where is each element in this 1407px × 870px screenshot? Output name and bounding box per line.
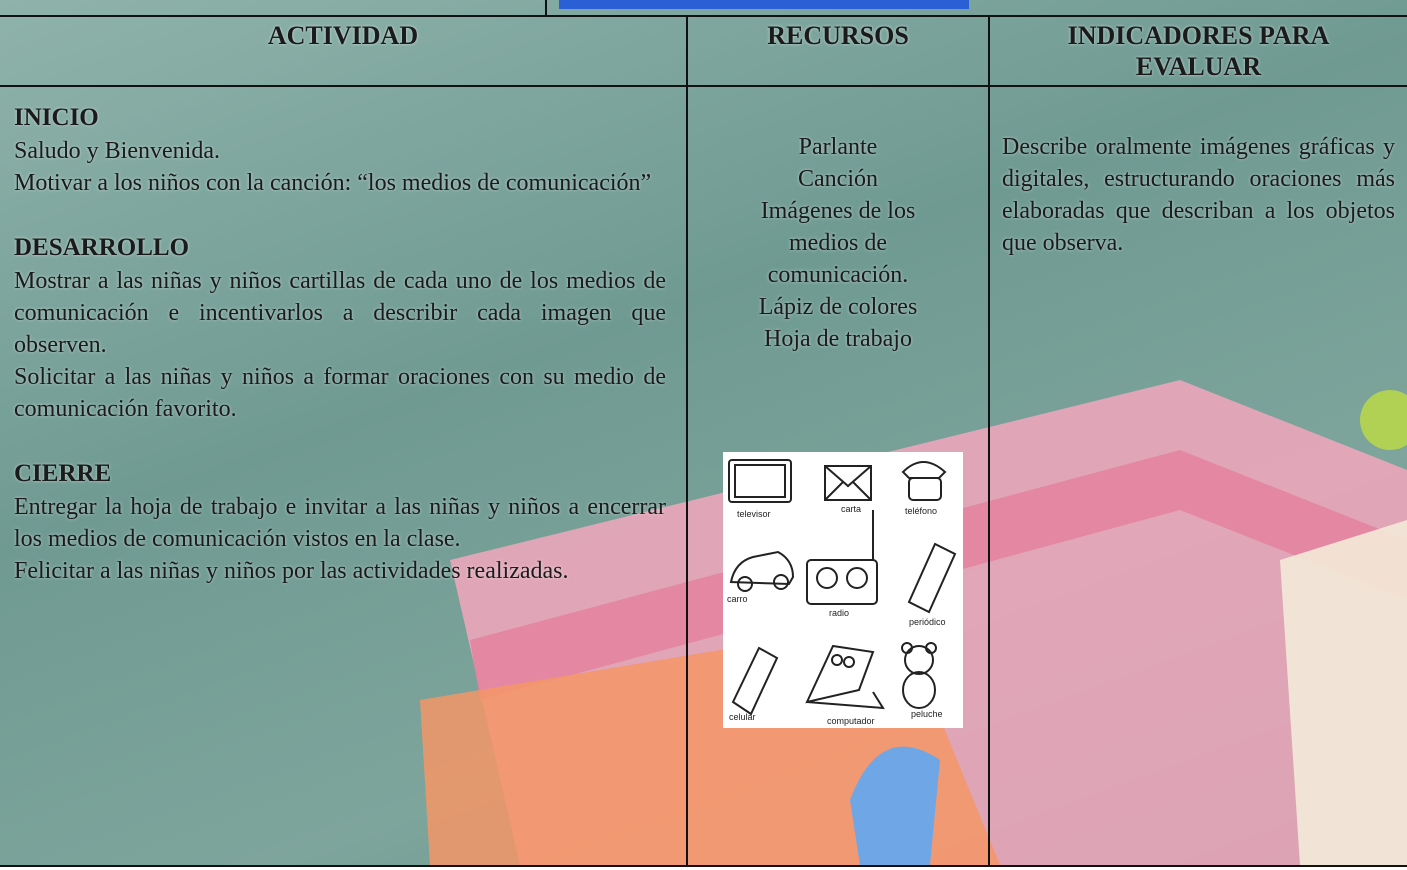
section: DESARROLLO Mostrar a las niñas y niños c… (14, 231, 666, 425)
header-cell: ACTIVIDAD (0, 15, 688, 87)
indicadores-cell: Describe oralmente imágenes gráficas y d… (988, 85, 1407, 867)
paragraph: Saludo y Bienvenida. (14, 138, 220, 164)
header-cell: RECURSOS (686, 15, 990, 87)
actividad-cell: INICIO Saludo y Bienvenida. Motivar a lo… (0, 85, 688, 867)
image-label: peluche (911, 709, 943, 719)
column-header: ACTIVIDAD (267, 21, 419, 50)
image-label: televisor (737, 509, 771, 519)
link-fragment (559, 0, 969, 9)
section: INICIO Saludo y Bienvenida. Motivar a lo… (14, 101, 666, 199)
paragraph: Solicitar a las niñas y niños a formar o… (14, 364, 666, 422)
resource: Lápiz de colores (758, 294, 918, 320)
image-label: carro (727, 594, 748, 604)
column-header: INDICADORES PARA EVALUAR (1067, 21, 1330, 81)
resource: Hoja de trabajo (764, 326, 912, 352)
resource: Canción (798, 166, 878, 192)
section: CIERRE Entregar la hoja de trabajo e inv… (14, 457, 666, 587)
column-header: RECURSOS (767, 21, 909, 50)
section-title: CIERRE (14, 460, 112, 487)
resource: Parlante (798, 134, 878, 160)
paragraph: Mostrar a las niñas y niños cartillas de… (14, 268, 666, 358)
paragraph: Motivar a los niños con la canción: “los… (14, 170, 652, 196)
image-label: computador (827, 716, 875, 726)
section-title: DESARROLLO (14, 234, 190, 261)
paragraph: Entregar la hoja de trabajo e invitar a … (14, 494, 666, 552)
indicator-text: Describe oralmente imágenes gráficas y d… (1002, 134, 1395, 256)
image-label: radio (829, 608, 849, 618)
paragraph: Felicitar a las niñas y niños por las ac… (14, 558, 569, 584)
section-title: INICIO (14, 104, 99, 131)
image-label: carta (841, 504, 861, 514)
image-label: periódico (909, 617, 946, 627)
header-cell: INDICADORES PARA EVALUAR (988, 15, 1407, 87)
resource: Imágenes de los medios de comunicación. (760, 198, 916, 288)
image-label: teléfono (905, 506, 937, 516)
worksheet-image: televisor carta teléfono carro radio per… (723, 452, 963, 728)
image-label: celular (729, 712, 756, 722)
recursos-cell: Parlante Canción Imágenes de los medios … (686, 85, 990, 867)
